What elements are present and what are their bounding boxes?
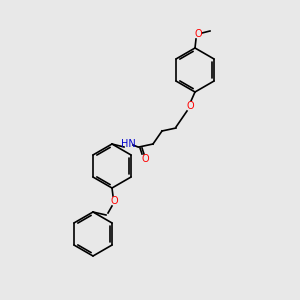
Text: O: O <box>194 29 202 39</box>
Text: O: O <box>186 101 194 111</box>
Text: O: O <box>110 196 118 206</box>
Text: O: O <box>141 154 149 164</box>
Text: HN: HN <box>121 139 135 149</box>
